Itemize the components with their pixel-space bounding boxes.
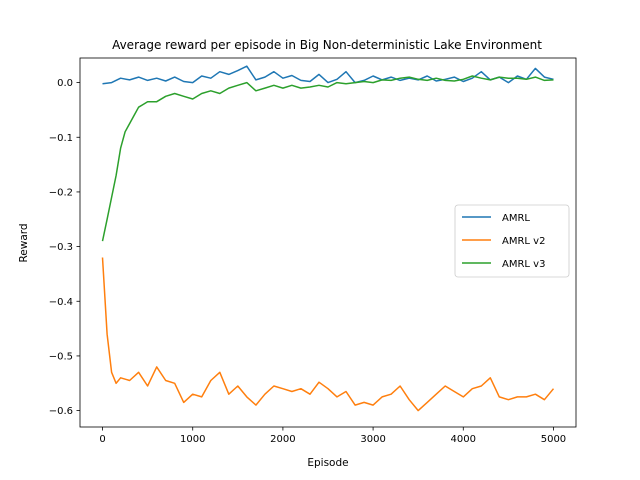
y-tick-label: −0.6 bbox=[49, 406, 73, 417]
legend-label-amrl-v2: AMRL v2 bbox=[502, 236, 545, 247]
x-tick-label: 0 bbox=[99, 434, 105, 445]
x-tick-label: 5000 bbox=[541, 434, 566, 445]
x-axis-label: Episode bbox=[307, 457, 348, 469]
series-line-amrl bbox=[102, 65, 554, 85]
legend-box bbox=[454, 204, 570, 278]
legend-label-amrl-v3: AMRL v3 bbox=[502, 259, 545, 270]
x-tick-label: 4000 bbox=[451, 434, 476, 445]
y-tick-label: −0.3 bbox=[49, 242, 73, 253]
y-tick-label: −0.4 bbox=[49, 297, 73, 308]
x-axis: 0 1000 2000 3000 4000 5000 bbox=[99, 427, 566, 445]
series-line-amrl-v2 bbox=[101, 257, 555, 412]
plot-lines bbox=[101, 65, 555, 412]
plot-frame bbox=[79, 57, 577, 428]
series-line-amrl-v3 bbox=[101, 75, 554, 242]
y-tick-label: −0.5 bbox=[49, 351, 73, 362]
legend: AMRL AMRL v2 AMRL v3 bbox=[454, 204, 570, 278]
x-tick-label: 1000 bbox=[180, 434, 205, 445]
legend-label-amrl: AMRL bbox=[502, 213, 530, 224]
chart-title: Average reward per episode in Big Non-de… bbox=[112, 38, 542, 52]
x-tick-label: 2000 bbox=[270, 434, 295, 445]
y-tick-label: 0.0 bbox=[57, 78, 73, 89]
y-tick-label: −0.2 bbox=[49, 187, 73, 198]
x-tick-label: 3000 bbox=[360, 434, 385, 445]
y-axis-label: Reward bbox=[18, 223, 30, 262]
y-tick-label: −0.1 bbox=[49, 133, 73, 144]
y-axis: 0.0 −0.1 −0.2 −0.3 −0.4 −0.5 −0.6 bbox=[49, 78, 80, 417]
